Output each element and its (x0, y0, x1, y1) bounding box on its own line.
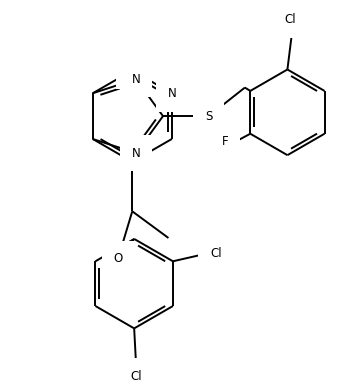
Text: S: S (205, 110, 212, 123)
Text: N: N (132, 73, 141, 86)
Text: Cl: Cl (130, 370, 142, 382)
Text: N: N (128, 64, 137, 77)
Text: O: O (113, 253, 122, 265)
Text: F: F (222, 135, 228, 148)
Text: N: N (167, 87, 176, 100)
Text: Cl: Cl (210, 247, 222, 260)
Text: Cl: Cl (285, 13, 296, 26)
Text: N: N (132, 147, 141, 160)
